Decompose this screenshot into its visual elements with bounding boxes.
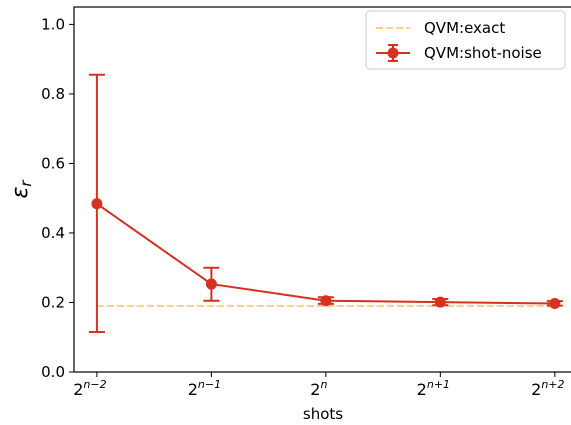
- data-point: [549, 298, 561, 310]
- legend-swatch-marker: [387, 47, 399, 59]
- data-point: [91, 198, 103, 210]
- y-axis-label-subscript: r: [17, 180, 35, 187]
- y-tick-label: 0.4: [41, 224, 65, 242]
- y-tick-label: 0.2: [41, 293, 65, 311]
- data-point: [320, 295, 332, 307]
- x-tick-label: 2n+1: [417, 378, 450, 399]
- x-tick-label: 2n+2: [531, 378, 564, 399]
- y-tick-label: 0.6: [41, 154, 65, 172]
- axes-frame: [73, 6, 571, 373]
- legend: QVM:exact QVM:shot-noise: [365, 10, 566, 70]
- plot-area: [88, 73, 563, 334]
- x-tick-label: 2n−1: [188, 378, 221, 399]
- axes: 0.0 0.2 0.4 0.6 0.8 1.0 2n−2 2n−1 2n 2n+1 2n+2: [41, 6, 571, 399]
- legend-label-1: QVM:shot-noise: [424, 44, 542, 62]
- data-point: [205, 278, 217, 290]
- y-tick-label: 0.8: [41, 85, 65, 103]
- legend-box: [365, 10, 566, 70]
- y-tick-label: 1.0: [41, 15, 65, 33]
- data-point: [434, 296, 446, 308]
- legend-label-0: QVM:exact: [424, 19, 505, 37]
- x-tick-label: 2n−2: [73, 378, 106, 399]
- y-tick-label: 0.0: [41, 363, 65, 381]
- series-line-1: [96, 202, 555, 305]
- y-axis-label: εr: [8, 180, 35, 199]
- x-axis-label: shots: [303, 405, 343, 423]
- y-axis-label-main: ε: [8, 187, 33, 199]
- x-tick-label: 2n: [310, 378, 327, 399]
